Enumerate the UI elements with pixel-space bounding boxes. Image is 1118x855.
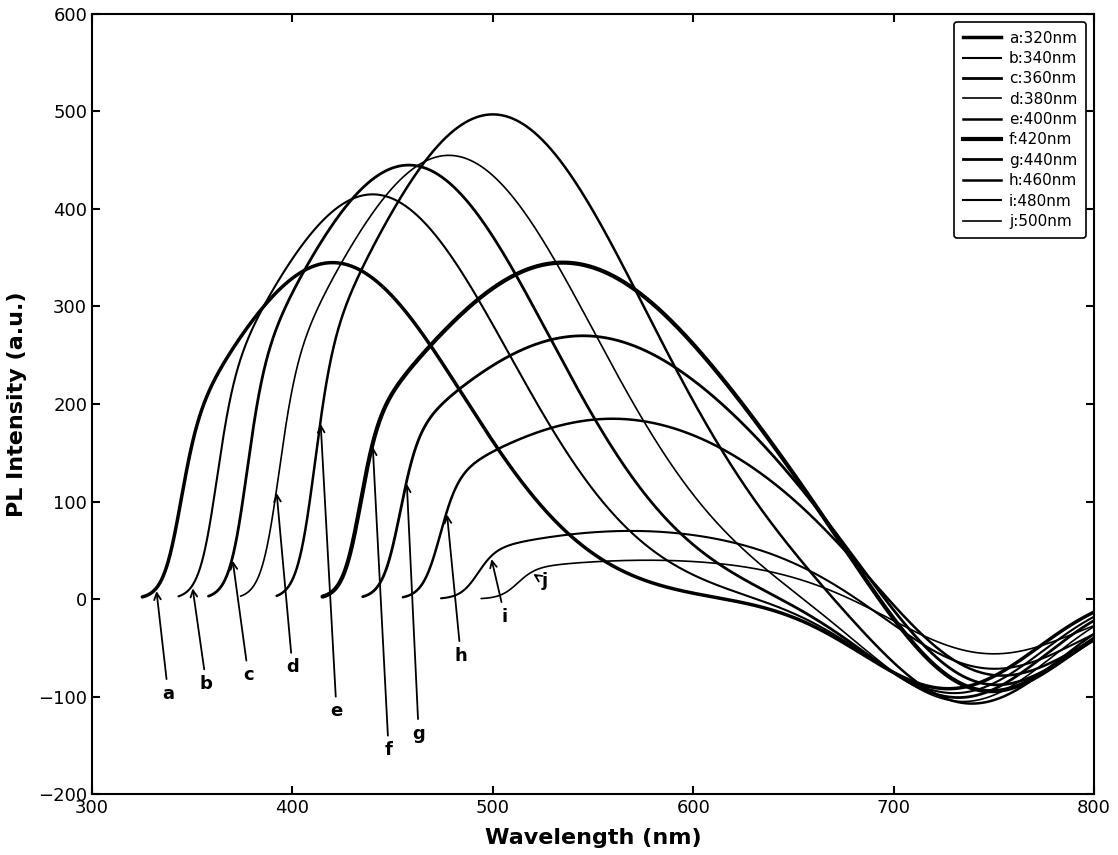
Text: j: j [536,573,548,591]
Text: d: d [274,495,299,676]
Text: g: g [404,486,425,743]
Text: i: i [490,561,508,626]
Text: a: a [154,593,174,703]
Legend: a:320nm, b:340nm, c:360nm, d:380nm, e:400nm, f:420nm, g:440nm, h:460nm, i:480nm,: a:320nm, b:340nm, c:360nm, d:380nm, e:40… [954,21,1087,238]
Text: c: c [230,563,254,684]
Y-axis label: PL Intensity (a.u.): PL Intensity (a.u.) [7,292,27,516]
Text: e: e [318,426,343,720]
Text: b: b [190,590,212,693]
Text: f: f [370,449,392,759]
X-axis label: Wavelength (nm): Wavelength (nm) [485,828,701,848]
Text: h: h [445,516,467,664]
